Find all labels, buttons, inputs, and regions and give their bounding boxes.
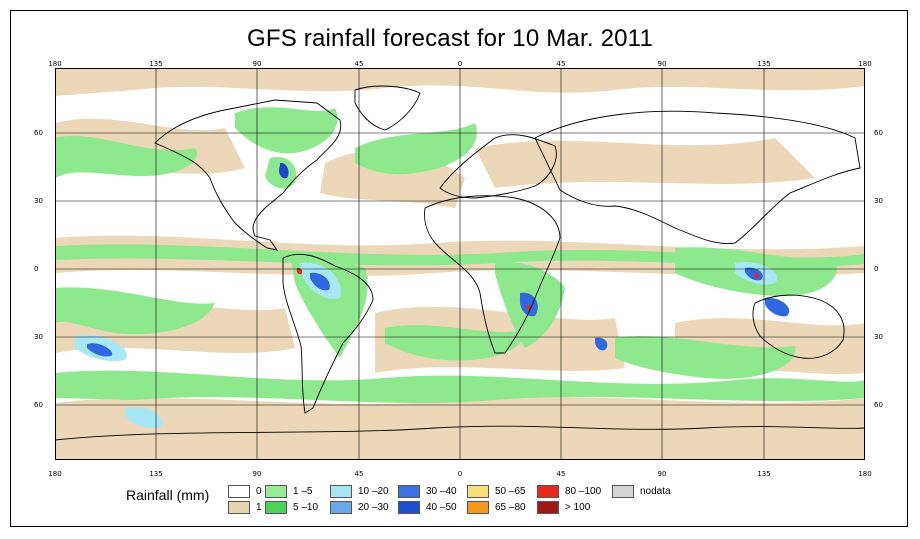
graticule: [55, 68, 865, 460]
blue-africa: [519, 292, 538, 317]
legend-label: 0: [256, 486, 262, 497]
legend-label: 5 –10: [293, 502, 319, 513]
europe-outline: [439, 134, 557, 199]
blue-south-pacific: [87, 343, 113, 357]
right-tick: 0: [874, 265, 879, 273]
green-north-pacific: [55, 135, 197, 178]
bottom-tick: 180: [858, 470, 872, 478]
legend-swatch: [265, 485, 287, 498]
legend-label: 10 –20: [358, 486, 389, 497]
greenland-outline: [354, 85, 421, 131]
left-tick: 30: [34, 333, 43, 341]
left-tick: 60: [34, 129, 43, 137]
green-canada: [235, 107, 338, 154]
legend-swatch: [265, 501, 287, 514]
right-tick: 30: [874, 197, 883, 205]
legend-label: 50 –65: [495, 486, 526, 497]
legend-swatch: [330, 501, 352, 514]
legend-swatch: [467, 485, 489, 498]
asia-outline: [534, 110, 861, 244]
legend-label: 1: [256, 502, 262, 513]
bottom-tick: 90: [252, 470, 262, 478]
legend-label: > 100: [565, 502, 591, 513]
right-tick: 60: [874, 129, 883, 137]
legend-label: 30 –40: [426, 486, 457, 497]
green-south-pacific: [55, 287, 215, 335]
legend-label: 80 –100: [565, 486, 602, 497]
rain-heavy-spots: [75, 162, 790, 429]
red-south-america: [296, 267, 303, 275]
legend-title: Rainfall (mm): [126, 487, 210, 503]
bottom-tick: 180: [48, 470, 62, 478]
top-tick: 135: [757, 60, 771, 68]
north-america-outline: [154, 99, 342, 251]
bottom-tick: 90: [657, 470, 667, 478]
red-africa: [526, 304, 531, 311]
band-north-mid: [475, 138, 815, 188]
legend-label: 65 –80: [495, 502, 526, 513]
red-maritime: [754, 272, 759, 279]
bottom-tick: 45: [354, 470, 364, 478]
map-title: GFS rainfall forecast for 10 Mar. 2011: [246, 25, 653, 52]
top-tick: 135: [149, 60, 163, 68]
legend-swatch: [467, 501, 489, 514]
top-tick: 90: [252, 60, 262, 68]
blue-australia: [765, 297, 790, 317]
legend-swatch: [537, 501, 559, 514]
legend-swatch: [612, 485, 634, 498]
legend-label: 40 –50: [426, 502, 457, 513]
bottom-tick: 135: [149, 470, 163, 478]
legend-swatch: [398, 501, 420, 514]
antarctica-outline: [55, 425, 865, 441]
right-tick: 30: [874, 333, 883, 341]
figure-frame: [10, 10, 908, 527]
south-america-outline: [282, 253, 374, 414]
top-tick: 45: [556, 60, 566, 68]
continent-outlines: [55, 85, 865, 441]
bottom-tick: 0: [457, 470, 463, 478]
top-tick: 0: [457, 60, 463, 68]
legend-swatch: [537, 485, 559, 498]
green-south-indian: [615, 336, 796, 379]
legend-label: nodata: [640, 486, 671, 497]
legend-label: 20 –30: [358, 502, 389, 513]
legend-swatch: [228, 501, 250, 514]
bottom-tick: 45: [556, 470, 566, 478]
top-tick: 45: [354, 60, 364, 68]
rain-light-bands: [55, 68, 865, 460]
legend-swatch: [228, 485, 250, 498]
africa-outline: [424, 195, 561, 354]
australia-outline: [752, 294, 845, 359]
map-border: [55, 68, 865, 460]
blue-amazon: [310, 272, 330, 291]
left-tick: 0: [34, 265, 39, 273]
green-south-atlantic: [385, 325, 525, 361]
blue-south-atlantic-spot: [595, 337, 608, 351]
green-north-atlantic: [355, 123, 477, 175]
cyan-antarctic: [125, 407, 163, 429]
right-tick: 60: [874, 401, 883, 409]
top-tick: 180: [858, 60, 872, 68]
rainfall-map: [55, 68, 865, 460]
legend-swatch: [398, 485, 420, 498]
top-tick: 90: [657, 60, 667, 68]
top-tick: 180: [48, 60, 62, 68]
legend-swatch: [330, 485, 352, 498]
left-tick: 30: [34, 197, 43, 205]
blue-east-us: [278, 162, 289, 179]
left-tick: 60: [34, 401, 43, 409]
legend-label: 1 –5: [293, 486, 313, 497]
bottom-tick: 135: [757, 470, 771, 478]
